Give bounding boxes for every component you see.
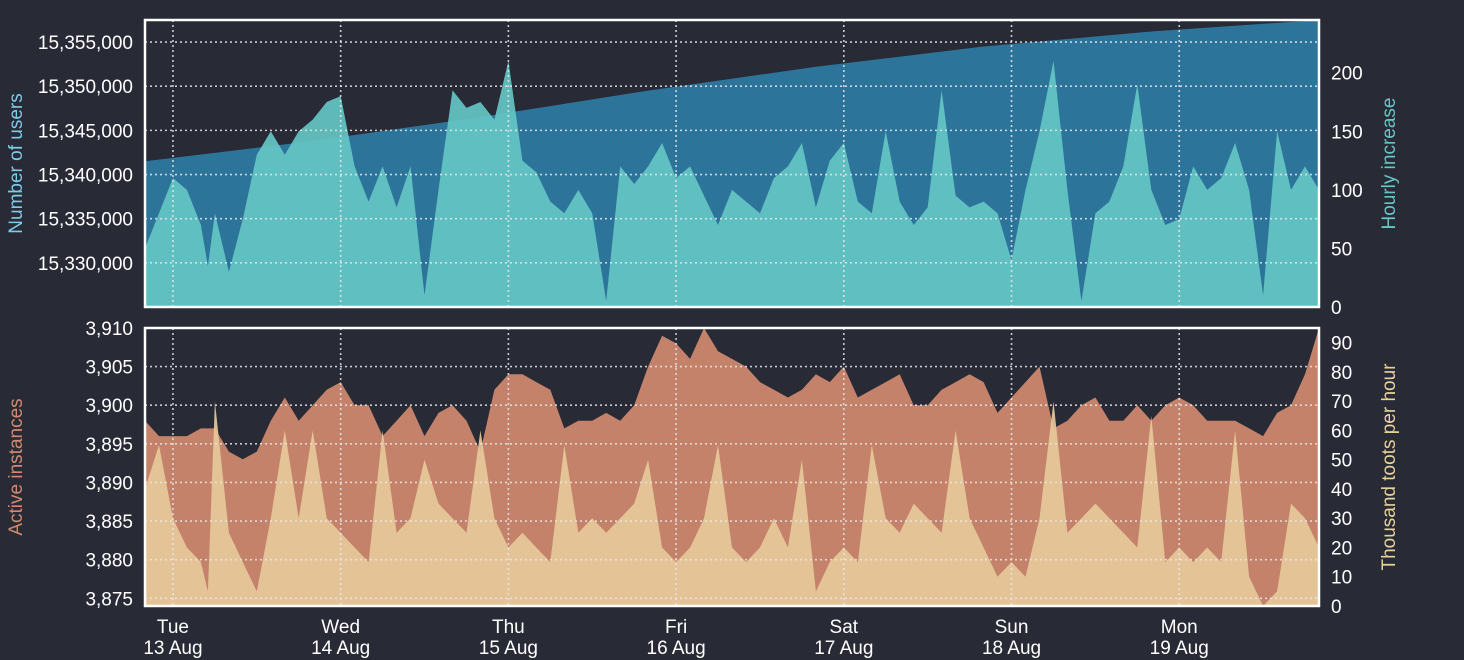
- y-tick-right: 60: [1331, 421, 1352, 442]
- x-tick-date: 16 Aug: [647, 638, 706, 659]
- y-tick-left: 15,335,000: [38, 210, 133, 231]
- y-tick-left: 15,345,000: [38, 121, 133, 142]
- y-tick-left: 15,355,000: [38, 33, 133, 54]
- y-tick-right: 100: [1331, 181, 1363, 202]
- y-tick-left: 3,910: [85, 319, 133, 340]
- y-tick-left: 3,875: [85, 589, 133, 610]
- area-series-0-1: [145, 61, 1319, 307]
- y-tick-right: 200: [1331, 64, 1363, 85]
- y-tick-right: 40: [1331, 480, 1352, 501]
- x-tick-date: 15 Aug: [479, 638, 538, 659]
- y-tick-right: 50: [1331, 451, 1352, 472]
- x-tick-date: 14 Aug: [311, 638, 370, 659]
- y-axis-label-right: Hourly increase: [1379, 98, 1400, 230]
- x-tick-day: Mon: [1161, 617, 1198, 638]
- x-tick-date: 18 Aug: [982, 638, 1041, 659]
- x-tick-date: 19 Aug: [1150, 638, 1209, 659]
- y-tick-right: 70: [1331, 392, 1352, 413]
- y-tick-right: 50: [1331, 239, 1352, 260]
- y-tick-right: 80: [1331, 363, 1352, 384]
- x-tick-day: Thu: [492, 617, 525, 638]
- plot-frame: [143, 326, 1321, 608]
- grid-lines: [145, 328, 1319, 606]
- y-tick-right: 0: [1331, 298, 1342, 319]
- y-tick-right: 30: [1331, 509, 1352, 530]
- grid-lines: [145, 20, 1319, 307]
- plot-area: [145, 328, 1319, 606]
- y-tick-right: 0: [1331, 597, 1342, 618]
- users-chart: 15,330,000 15,335,000 15,340,000 15,345,000…: [6, 18, 1400, 319]
- x-tick-date: 13 Aug: [143, 638, 202, 659]
- y-tick-left: 3,885: [85, 512, 133, 533]
- x-tick-day: Fri: [665, 617, 687, 638]
- y-axis-label-left: Active instances: [6, 398, 27, 535]
- y-axis-label-left: Number of users: [6, 93, 27, 233]
- y-tick-left: 3,890: [85, 473, 133, 494]
- x-tick-date: 17 Aug: [814, 638, 873, 659]
- plot-frame: [143, 18, 1321, 309]
- y-tick-right: 10: [1331, 568, 1352, 589]
- y-tick-right: 90: [1331, 334, 1352, 355]
- x-tick-day: Sun: [995, 617, 1029, 638]
- y-tick-left: 15,330,000: [38, 254, 133, 275]
- y-tick-left: 3,905: [85, 358, 133, 379]
- area-series-1-1: [145, 401, 1319, 606]
- instances-chart: 3,875 3,880 3,885 3,890 3,895 3,900 3,905 3,910…: [6, 319, 1400, 618]
- x-tick-day: Tue: [157, 617, 189, 638]
- y-tick-right: 150: [1331, 122, 1363, 143]
- y-axis-label-right: Thousand toots per hour: [1379, 363, 1400, 571]
- y-tick-left: 3,880: [85, 551, 133, 572]
- y-tick-left: 3,895: [85, 435, 133, 456]
- x-tick-day: Sat: [830, 617, 859, 638]
- y-tick-left: 3,900: [85, 396, 133, 417]
- y-tick-right: 20: [1331, 538, 1352, 559]
- x-tick-day: Wed: [321, 617, 360, 638]
- y-tick-left: 15,340,000: [38, 166, 133, 187]
- y-tick-left: 15,350,000: [38, 77, 133, 98]
- plot-area: [145, 20, 1319, 307]
